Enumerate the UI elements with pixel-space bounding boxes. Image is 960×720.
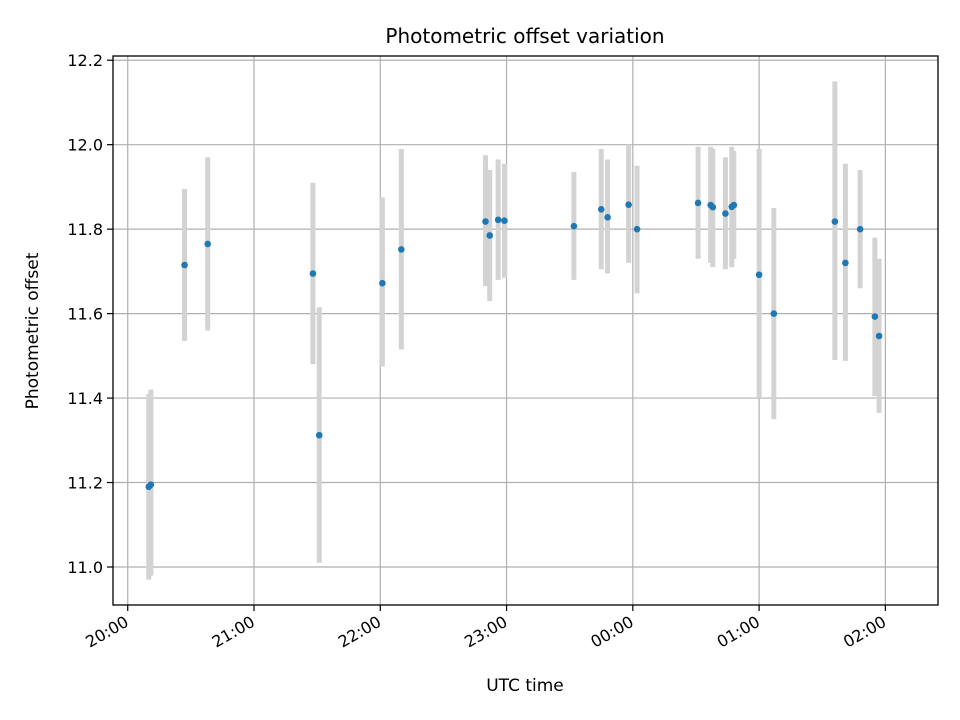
data-point xyxy=(570,222,578,230)
x-tick-label: 22:00 xyxy=(335,612,384,652)
data-point xyxy=(204,240,212,248)
x-axis-label: UTC time xyxy=(486,676,564,696)
data-point xyxy=(875,332,883,340)
y-tick-label: 11.0 xyxy=(67,558,103,577)
x-tick-label: 00:00 xyxy=(587,612,636,652)
chart-title: Photometric offset variation xyxy=(385,24,664,48)
data-point xyxy=(709,203,717,211)
data-point xyxy=(501,217,508,224)
x-tick-label: 23:00 xyxy=(461,612,510,652)
y-tick-label: 12.0 xyxy=(67,136,103,155)
grid xyxy=(113,56,938,605)
data-point xyxy=(181,261,188,269)
data-point xyxy=(379,279,386,287)
y-tick-label: 11.2 xyxy=(67,474,103,493)
x-tick-label: 01:00 xyxy=(714,612,763,652)
data-point xyxy=(147,481,155,488)
error-bars xyxy=(146,81,882,580)
data-point xyxy=(482,218,489,225)
x-tick-label: 21:00 xyxy=(209,612,258,652)
y-axis-label: Photometric offset xyxy=(23,252,43,409)
x-axis-ticks: 20:00 21:00 22:00 23:00 00:00 01:00 02:00 xyxy=(82,605,889,652)
data-point xyxy=(398,246,405,253)
data-point xyxy=(770,310,778,317)
y-tick-label: 11.8 xyxy=(67,220,103,239)
data-point xyxy=(842,259,849,267)
data-point xyxy=(309,270,317,277)
data-point xyxy=(597,205,605,213)
data-point xyxy=(755,271,763,279)
data-point xyxy=(494,216,502,224)
data-point xyxy=(486,232,494,239)
y-tick-label: 11.4 xyxy=(67,389,103,408)
y-axis-ticks: 11.0 11.2 11.4 11.6 11.8 12.0 12.2 xyxy=(67,51,113,577)
data-point xyxy=(831,218,839,225)
data-point xyxy=(315,431,323,439)
y-tick-label: 12.2 xyxy=(67,51,103,70)
data-point xyxy=(604,214,611,221)
plot-frame xyxy=(112,55,939,606)
x-tick-label: 20:00 xyxy=(82,612,131,652)
x-tick-label: 02:00 xyxy=(840,612,889,652)
data-point xyxy=(694,199,702,207)
data-point xyxy=(633,225,641,233)
data-point xyxy=(722,210,729,217)
data-point xyxy=(625,201,632,208)
data-point xyxy=(730,201,738,209)
data-point xyxy=(871,313,879,320)
data-point xyxy=(856,225,864,233)
y-tick-label: 11.6 xyxy=(67,305,103,324)
data-points xyxy=(145,199,883,491)
